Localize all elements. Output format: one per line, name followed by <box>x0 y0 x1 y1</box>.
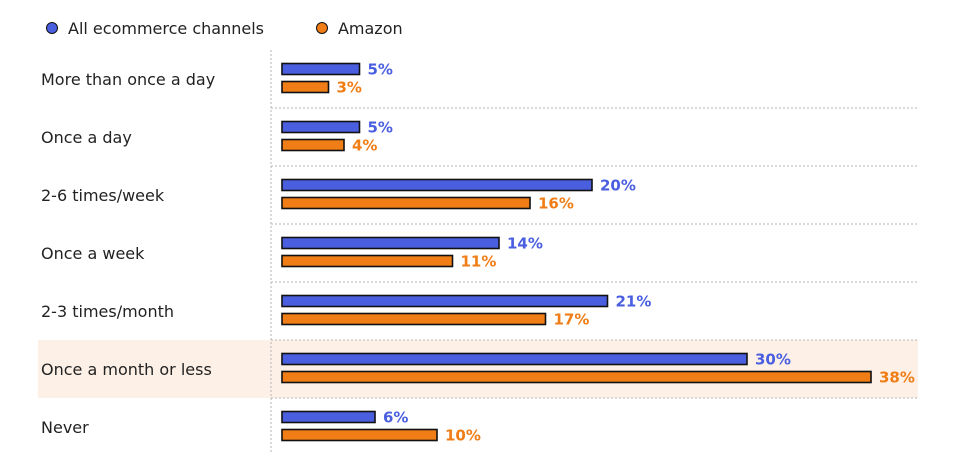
bar-all-ecommerce-channels <box>281 410 376 424</box>
bar-all-ecommerce-channels <box>281 236 500 250</box>
bar-all-ecommerce-channels <box>281 62 361 76</box>
category-label-once-a-day: Once a day <box>41 128 132 147</box>
data-label-amazon: 4% <box>352 137 377 155</box>
bar-amazon <box>281 254 454 268</box>
data-label-amazon: 17% <box>554 311 590 329</box>
data-label-all-ecommerce-channels: 14% <box>507 235 543 253</box>
data-label-all-ecommerce-channels: 21% <box>616 293 652 311</box>
data-label-amazon: 3% <box>337 79 362 97</box>
legend-swatch-amazon <box>315 22 328 34</box>
bar-all-ecommerce-channels <box>281 178 593 192</box>
data-label-all-ecommerce-channels: 20% <box>600 177 636 195</box>
category-label-once-a-week: Once a week <box>41 244 145 263</box>
category-label-never: Never <box>41 418 89 437</box>
highlight-band <box>38 340 918 398</box>
bar-amazon <box>281 312 547 326</box>
bar-all-ecommerce-channels <box>281 352 748 366</box>
legend-item-all-ecommerce: All ecommerce channels <box>46 19 264 38</box>
bar-amazon <box>281 196 531 210</box>
legend-item-amazon: Amazon <box>315 18 403 38</box>
data-label-all-ecommerce-channels: 5% <box>368 119 393 137</box>
category-label-2-3-times-month: 2-3 times/month <box>41 302 174 321</box>
data-label-amazon: 16% <box>538 195 574 213</box>
category-label-once-a-month-or-less: Once a month or less <box>41 360 212 379</box>
data-label-all-ecommerce-channels: 6% <box>383 409 408 427</box>
legend-swatch-all-ecommerce <box>46 22 58 34</box>
bar-amazon <box>281 138 345 152</box>
category-label-2-6-times-week: 2-6 times/week <box>41 186 165 205</box>
data-label-amazon: 10% <box>445 427 481 445</box>
data-label-amazon: 11% <box>461 253 497 271</box>
data-label-amazon: 38% <box>879 369 915 387</box>
legend-label-amazon: Amazon <box>337 18 403 38</box>
bar-amazon <box>281 370 872 384</box>
legend-label-all-ecommerce: All ecommerce channels <box>68 18 264 38</box>
legend: All ecommerce channels Amazon <box>46 17 455 39</box>
category-label-more-than-once-a-day: More than once a day <box>41 70 215 89</box>
data-label-all-ecommerce-channels: 5% <box>368 61 393 79</box>
bar-all-ecommerce-channels <box>281 120 361 134</box>
bar-amazon <box>281 428 438 442</box>
data-label-all-ecommerce-channels: 30% <box>755 351 791 369</box>
bar-all-ecommerce-channels <box>281 294 609 308</box>
bar-amazon <box>281 80 330 94</box>
